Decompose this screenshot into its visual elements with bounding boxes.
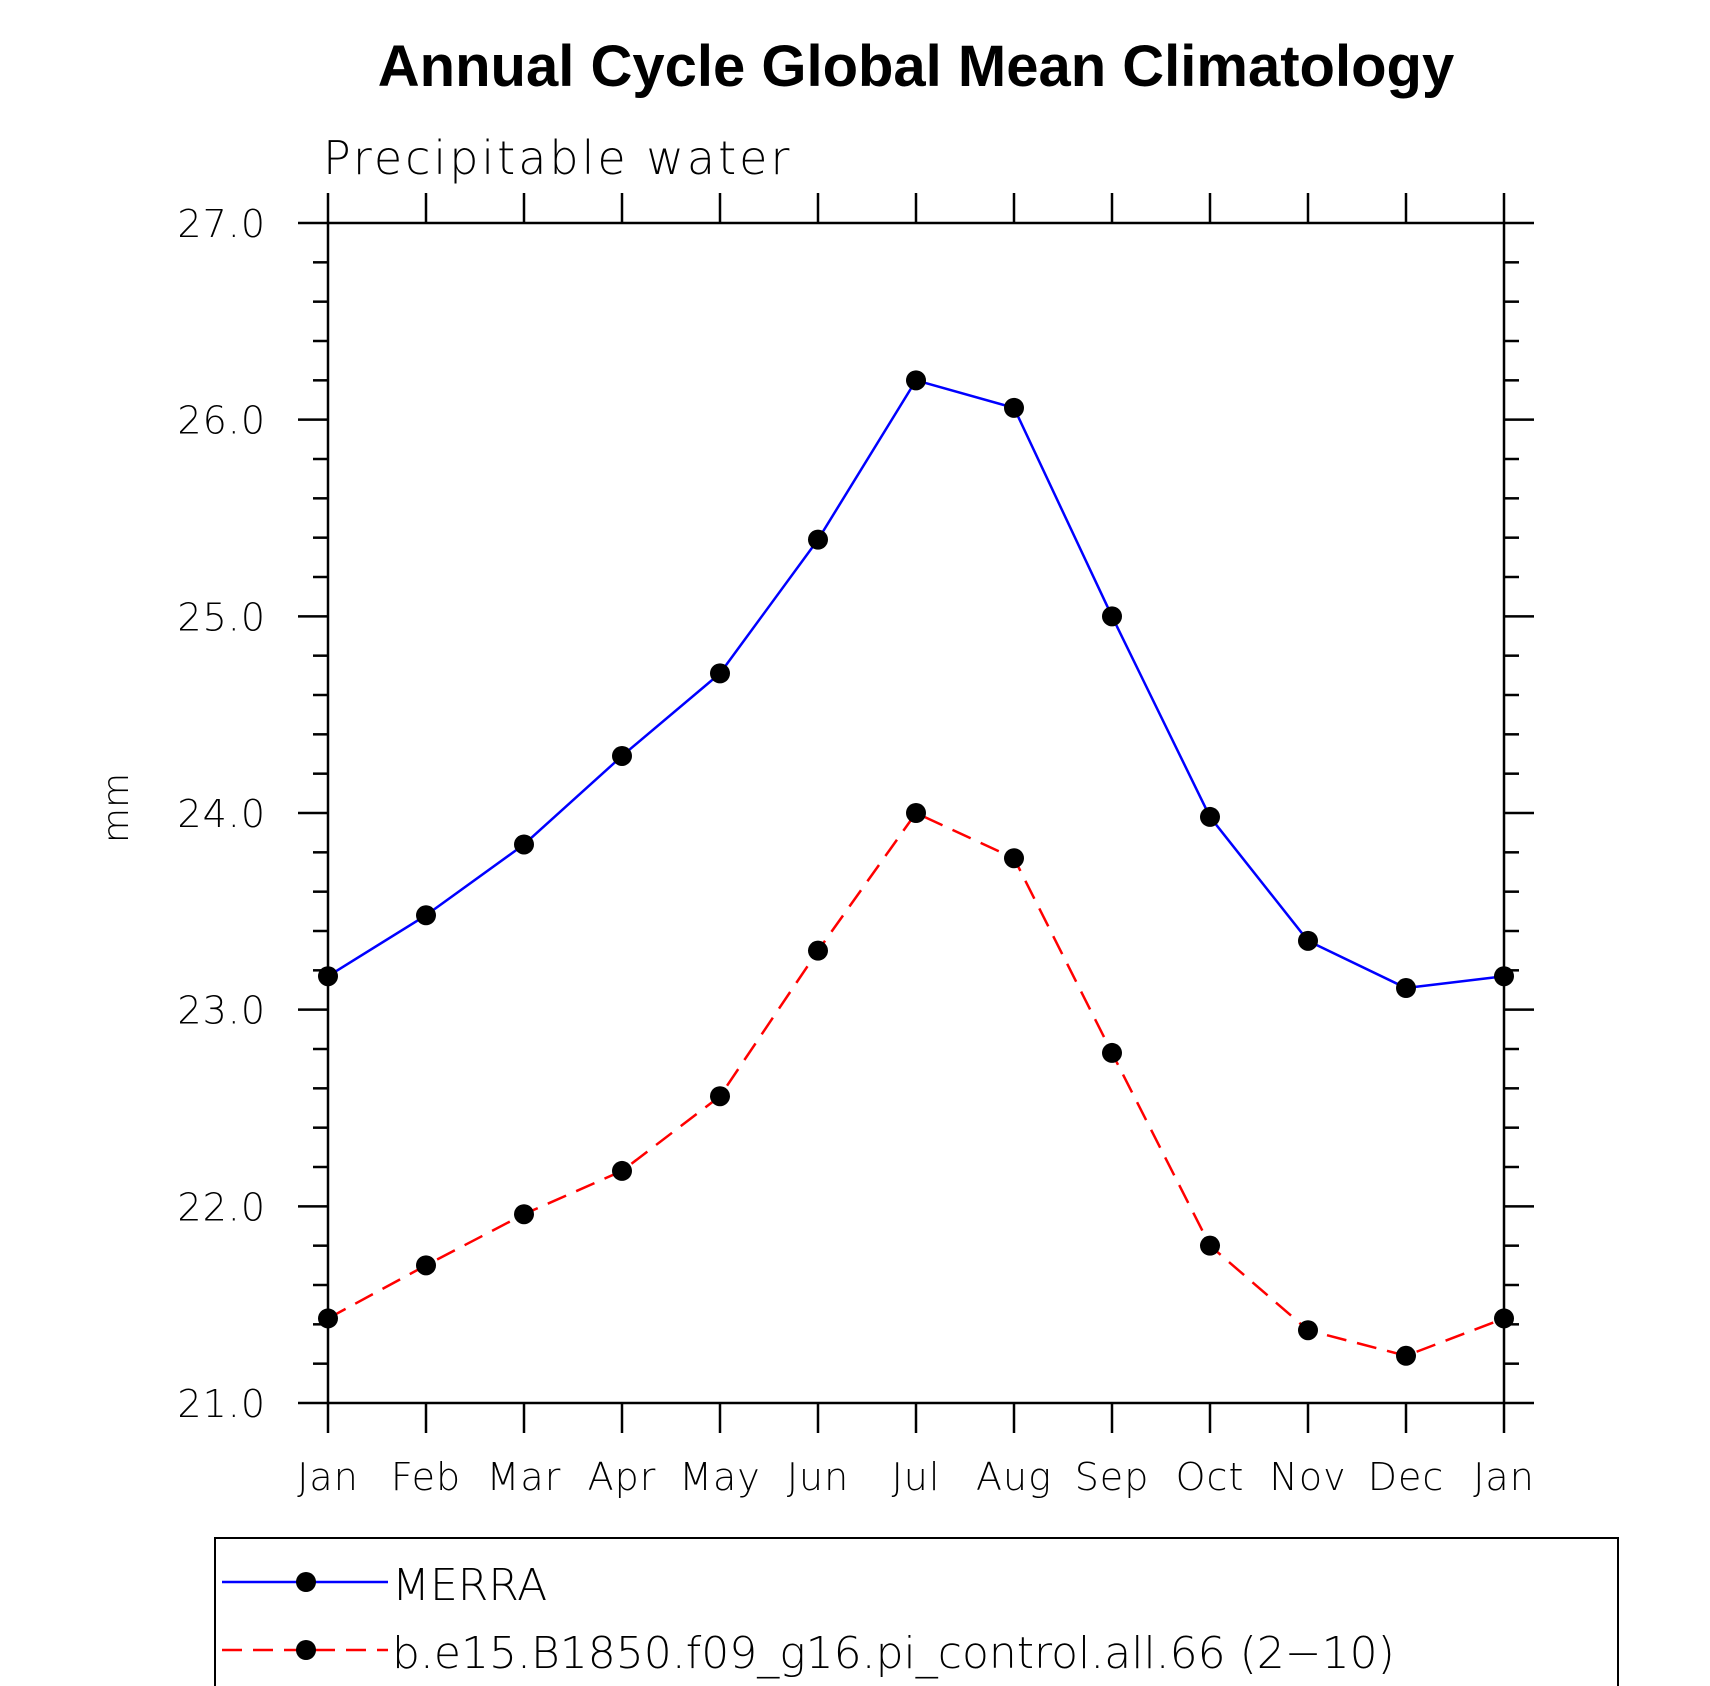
y-tick-label: 27.0 xyxy=(177,202,266,246)
legend: MERRA b.e15.B1850.f09_g16.pi_control.all… xyxy=(214,1537,1619,1686)
y-tick-label: 22.0 xyxy=(177,1185,266,1229)
x-tick-label: Sep xyxy=(1075,1455,1150,1499)
y-tick-labels: 21.0 22.0 23.0 24.0 25.0 26.0 27.0 xyxy=(177,202,266,1426)
y-tick-label: 25.0 xyxy=(177,595,266,639)
data-point-merra xyxy=(1396,978,1416,999)
data-point-model xyxy=(318,1308,338,1329)
data-point-model xyxy=(1102,1042,1122,1063)
series-line-merra xyxy=(327,379,1505,990)
y-tick-label: 26.0 xyxy=(177,399,266,443)
data-point-merra xyxy=(612,745,632,766)
x-tick-label: May xyxy=(679,1455,761,1499)
data-point-model xyxy=(1396,1345,1416,1366)
x-tick-label: Feb xyxy=(391,1455,461,1499)
y-tick-label: 24.0 xyxy=(177,792,266,836)
data-point-model xyxy=(1298,1320,1318,1341)
x-tick-label: Mar xyxy=(487,1455,562,1499)
data-point-model xyxy=(1004,848,1024,869)
data-point-merra xyxy=(514,834,534,855)
data-point-model xyxy=(514,1204,534,1225)
series-layer xyxy=(318,370,1514,1366)
y-axis-label: mm xyxy=(96,773,137,843)
x-tick-label: Dec xyxy=(1368,1455,1445,1499)
series-line-model xyxy=(327,811,1505,1358)
data-point-merra xyxy=(1004,397,1024,418)
legend-label-merra: MERRA xyxy=(392,1560,547,1611)
y-tick-label: 23.0 xyxy=(177,989,266,1033)
legend-label-model: b.e15.B1850.f09_g16.pi_control.all.66 (2… xyxy=(392,1628,1395,1679)
data-point-model xyxy=(906,803,926,823)
chart-title: Annual Cycle Global Mean Climatology xyxy=(378,34,1454,99)
data-point-merra xyxy=(808,529,828,550)
legend-marker-merra xyxy=(296,1572,316,1592)
data-point-merra xyxy=(1200,806,1220,827)
y-tick-label: 21.0 xyxy=(177,1382,266,1426)
data-point-merra xyxy=(906,370,926,391)
data-point-model xyxy=(1200,1235,1220,1256)
x-tick-label: Jul xyxy=(892,1455,941,1499)
data-point-model xyxy=(710,1086,730,1107)
x-tick-label: Jan xyxy=(1473,1455,1535,1499)
x-tick-label: Apr xyxy=(588,1455,657,1499)
legend-marker-model xyxy=(296,1640,316,1660)
data-point-merra xyxy=(1298,930,1318,951)
x-tick-label: Jan xyxy=(297,1455,359,1499)
x-tick-label: Jun xyxy=(787,1455,849,1499)
x-tick-label: Oct xyxy=(1176,1455,1245,1499)
chart-subtitle: Precipitable water xyxy=(323,131,792,185)
data-point-merra xyxy=(416,905,436,926)
data-point-merra xyxy=(1494,966,1514,987)
x-tick-label: Nov xyxy=(1269,1455,1346,1499)
axis-ticks xyxy=(298,193,1534,1433)
data-point-merra xyxy=(1102,606,1122,627)
data-point-model xyxy=(612,1160,632,1181)
x-tick-label: Aug xyxy=(976,1455,1052,1499)
data-point-merra xyxy=(710,663,730,684)
x-tick-labels: Jan Feb Mar Apr May Jun Jul Aug Sep Oct Nov Dec Jan xyxy=(297,1455,1535,1499)
data-point-model xyxy=(808,940,828,961)
data-point-model xyxy=(416,1255,436,1276)
data-point-merra xyxy=(318,966,338,987)
legend-box xyxy=(214,1537,1619,1686)
data-point-model xyxy=(1494,1308,1514,1329)
